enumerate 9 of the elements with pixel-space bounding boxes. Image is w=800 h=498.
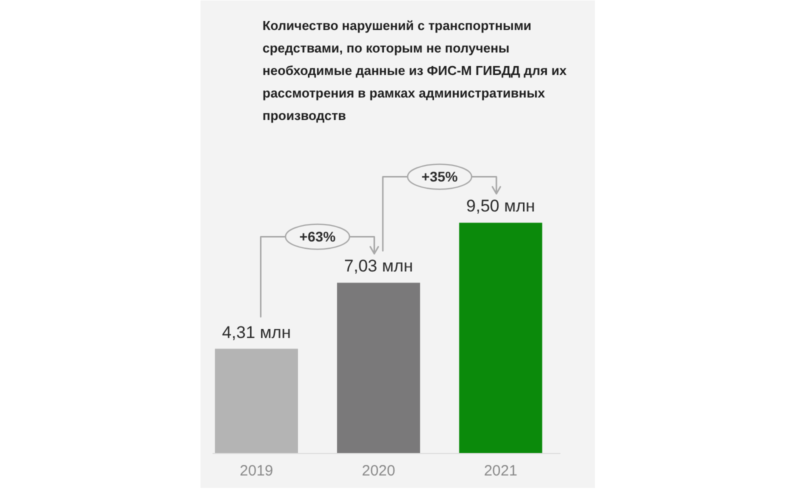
x-tick-label: 2020 <box>362 462 396 480</box>
data-label: 9,50 млн <box>466 196 536 216</box>
x-tick-label: 2019 <box>240 462 274 480</box>
data-label: 7,03 млн <box>344 256 413 276</box>
x-tick-label: 2021 <box>484 462 518 480</box>
data-label: 4,31 млн <box>222 322 291 342</box>
text: +35% <box>422 168 458 185</box>
chart-title: Количество нарушений с транспортными средствами, по которым не получены необходимые данные из ФИС-М ГИБДД для их рассмотрения в рамках административных производств <box>262 18 568 123</box>
annotation: +63% <box>299 228 336 245</box>
